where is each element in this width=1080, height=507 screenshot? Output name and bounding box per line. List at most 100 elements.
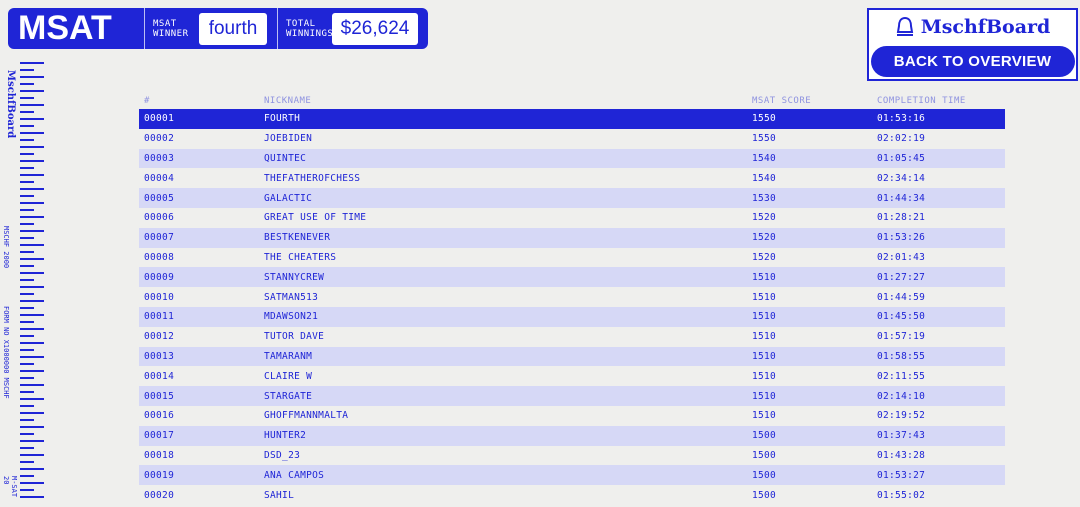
rail-tick	[20, 405, 34, 407]
table-row[interactable]: 00015 STARGATE 1510 02:14:10	[139, 386, 1005, 406]
col-header-score: MSAT SCORE	[752, 95, 812, 106]
table-row[interactable]: 00012 TUTOR DAVE 1510 01:57:19	[139, 327, 1005, 347]
msat-logo[interactable]: MSAT	[18, 9, 112, 47]
rank-cell: 00017	[144, 430, 175, 442]
table-row[interactable]: 00013 TAMARANM 1510 01:58:55	[139, 346, 1005, 367]
rail-tick	[20, 321, 34, 323]
score-cell: 1510	[752, 390, 777, 402]
rail-tick	[20, 111, 34, 113]
time-cell: 01:37:43	[877, 430, 926, 442]
rail-tick	[20, 83, 34, 85]
nickname-cell: TAMARANM	[264, 350, 313, 362]
time-cell: 01:44:59	[877, 291, 926, 303]
rail-tick	[20, 384, 44, 386]
rank-cell: 00020	[144, 489, 175, 501]
mschfboard-title: MschfBoard	[920, 16, 1051, 38]
table-row[interactable]: 00001 FOURTH 1550 01:53:16	[139, 109, 1005, 129]
winner-group: MSAT WINNER fourth	[144, 8, 277, 49]
left-rail: MschfBoard MSCHF 2000 FORM NO X1000000 M…	[0, 56, 50, 507]
back-to-overview-button[interactable]: BACK TO OVERVIEW	[870, 46, 1075, 77]
rail-tick	[20, 461, 34, 463]
leaderboard-table: # NICKNAME MSAT SCORE COMPLETION TIME 00…	[139, 92, 1005, 505]
winnings-label-line-2: WINNINGS	[286, 28, 334, 39]
rail-tick	[20, 314, 44, 316]
table-row[interactable]: 00008 THE CHEATERS 1520 02:01:43	[139, 248, 1005, 268]
score-cell: 1540	[752, 152, 777, 164]
rail-tick	[20, 398, 44, 400]
rail-tick	[20, 167, 34, 169]
rail-tick	[20, 265, 34, 267]
time-cell: 01:28:21	[877, 212, 926, 224]
rail-tick	[20, 454, 44, 456]
rail-tick	[20, 391, 34, 393]
rail-tick	[20, 363, 34, 365]
mschfboard-logo[interactable]: MschfBoard	[867, 8, 1078, 44]
rail-tick	[20, 132, 44, 134]
col-header-time: COMPLETION TIME	[877, 95, 966, 106]
nickname-cell: GREAT USE OF TIME	[264, 212, 367, 224]
rail-tick	[20, 97, 34, 99]
table-row[interactable]: 00017 HUNTER2 1500 01:37:43	[139, 425, 1005, 446]
rail-tick	[20, 426, 44, 428]
rail-tick	[20, 69, 34, 71]
rail-tick	[20, 328, 44, 330]
rail-tick	[20, 230, 44, 232]
table-row[interactable]: 00011 MDAWSON21 1510 01:45:50	[139, 306, 1005, 327]
nickname-cell: BESTKENEVER	[264, 232, 331, 244]
score-cell: 1500	[752, 489, 777, 501]
winner-value: fourth	[199, 12, 267, 45]
rail-tick	[20, 153, 34, 155]
rail-tick	[20, 202, 44, 204]
rail-tick	[20, 419, 34, 421]
rail-tick	[20, 293, 34, 295]
table-row[interactable]: 00018 DSD_23 1500 01:43:28	[139, 446, 1005, 466]
rail-tick	[20, 468, 44, 470]
rank-cell: 00008	[144, 251, 175, 263]
time-cell: 01:05:45	[877, 152, 926, 164]
table-row[interactable]: 00009 STANNYCREW 1510 01:27:27	[139, 267, 1005, 288]
rail-tick	[20, 223, 34, 225]
score-cell: 1550	[752, 113, 777, 125]
table-row[interactable]: 00019 ANA CAMPOS 1500 01:53:27	[139, 465, 1005, 486]
rail-tick	[20, 118, 44, 120]
score-cell: 1500	[752, 449, 777, 461]
rail-tick	[20, 489, 34, 491]
table-row[interactable]: 00007 BESTKENEVER 1520 01:53:26	[139, 227, 1005, 248]
winnings-group: TOTAL WINNINGS $26,624	[277, 8, 418, 49]
rank-cell: 00014	[144, 370, 175, 382]
table-row[interactable]: 00002 JOEBIDEN 1550 02:02:19	[139, 129, 1005, 149]
winner-label: MSAT WINNER	[153, 19, 199, 39]
nickname-cell: ANA CAMPOS	[264, 469, 325, 481]
table-row[interactable]: 00004 THEFATHEROFCHESS 1540 02:34:14	[139, 168, 1005, 188]
rail-tick	[20, 496, 44, 498]
table-row[interactable]: 00003 QUINTEC 1540 01:05:45	[139, 148, 1005, 169]
nickname-cell: FOURTH	[264, 113, 301, 125]
table-row[interactable]: 00005 GALACTIC 1530 01:44:34	[139, 188, 1005, 208]
nickname-cell: CLAIRE W	[264, 370, 313, 382]
time-cell: 02:34:14	[877, 172, 926, 184]
nickname-cell: SAHIL	[264, 489, 295, 501]
time-cell: 01:57:19	[877, 331, 926, 343]
table-row[interactable]: 00010 SATMAN513 1510 01:44:59	[139, 287, 1005, 307]
rank-cell: 00010	[144, 291, 175, 303]
rail-tick	[20, 139, 34, 141]
score-cell: 1510	[752, 350, 777, 362]
time-cell: 02:19:52	[877, 410, 926, 422]
table-row[interactable]: 00020 SAHIL 1500 01:55:02	[139, 485, 1005, 505]
rail-brand: MschfBoard	[5, 70, 16, 139]
rank-cell: 00005	[144, 192, 175, 204]
rank-cell: 00006	[144, 212, 175, 224]
table-row[interactable]: 00016 GHOFFMANNMALTA 1510 02:19:52	[139, 406, 1005, 426]
rail-tick	[20, 447, 34, 449]
bell-icon	[896, 16, 913, 36]
rail-tick	[20, 62, 44, 64]
rail-tick	[20, 195, 34, 197]
table-row[interactable]: 00006 GREAT USE OF TIME 1520 01:28:21	[139, 208, 1005, 228]
rail-tick	[20, 258, 44, 260]
rail-tick	[20, 349, 34, 351]
score-cell: 1500	[752, 430, 777, 442]
rail-tick	[20, 237, 34, 239]
col-header-rank: #	[144, 95, 150, 106]
rank-cell: 00016	[144, 410, 175, 422]
table-row[interactable]: 00014 CLAIRE W 1510 02:11:55	[139, 366, 1005, 386]
